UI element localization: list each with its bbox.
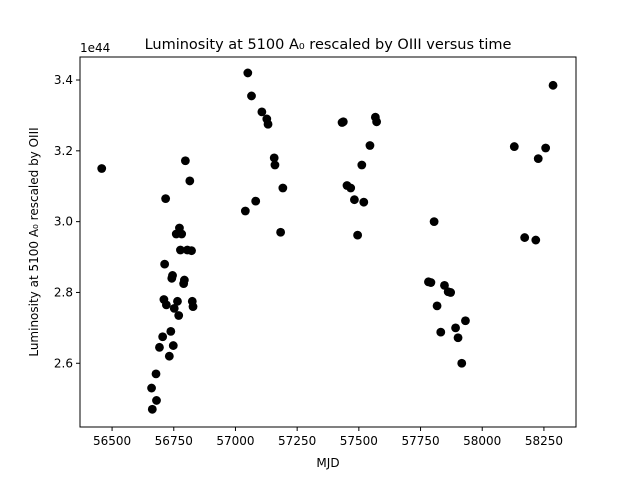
data-point <box>147 383 156 393</box>
data-point <box>270 160 280 170</box>
data-point <box>147 404 157 414</box>
data-point <box>263 119 273 129</box>
data-point <box>243 68 253 78</box>
y-axis-offset-label: 1e44 <box>80 41 110 55</box>
data-point <box>541 143 551 153</box>
data-point <box>97 164 107 173</box>
y-tick-label: 2.8 <box>54 285 73 299</box>
data-point <box>372 117 382 127</box>
data-point <box>161 194 171 204</box>
chart-title: Luminosity at 5100 A₀ rescaled by OIII v… <box>145 37 512 53</box>
data-point <box>155 342 164 352</box>
data-point <box>158 332 168 342</box>
data-point <box>152 396 161 405</box>
data-point <box>461 316 470 326</box>
data-point <box>177 229 187 239</box>
data-point <box>168 341 178 350</box>
data-point <box>164 351 174 361</box>
data-point <box>174 311 184 320</box>
x-tick-label: 56750 <box>155 434 193 448</box>
data-point <box>161 300 171 310</box>
x-tick-label: 57750 <box>401 434 439 448</box>
y-tick-label: 2.6 <box>54 356 73 370</box>
data-point <box>531 235 541 245</box>
data-point <box>187 246 196 256</box>
data-point <box>276 227 286 237</box>
data-point <box>350 195 359 205</box>
x-axis: 56500 56750 57000 57250 57500 57750 58000 58250 <box>93 427 563 448</box>
x-tick-label: 58250 <box>525 434 563 448</box>
data-point <box>509 142 519 151</box>
y-tick-label: 3.2 <box>54 144 73 158</box>
data-point <box>436 327 446 337</box>
data-point <box>346 183 356 193</box>
data-point <box>160 259 170 269</box>
data-point <box>188 302 198 312</box>
data-point <box>353 230 363 240</box>
data-point <box>180 156 190 166</box>
data-point <box>247 91 256 101</box>
data-point <box>446 288 456 297</box>
data-point <box>166 327 176 336</box>
data-point <box>257 107 267 117</box>
data-point <box>533 154 543 164</box>
data-point <box>240 206 250 216</box>
data-point <box>151 369 161 379</box>
x-tick-label: 56500 <box>93 434 131 448</box>
data-point <box>453 333 463 343</box>
data-point <box>168 271 177 280</box>
data-point <box>429 217 439 227</box>
x-axis-label: MJD <box>316 456 339 470</box>
data-point <box>179 275 189 285</box>
x-tick-label: 57000 <box>216 434 254 448</box>
data-point <box>548 80 558 90</box>
x-tick-label: 57250 <box>278 434 316 448</box>
plot-frame <box>79 56 577 428</box>
data-point <box>169 303 179 313</box>
data-points <box>97 68 558 414</box>
data-point <box>457 358 467 368</box>
x-tick-label: 58000 <box>463 434 501 448</box>
data-point <box>176 245 185 255</box>
data-point <box>432 301 442 311</box>
y-tick-label: 3.4 <box>54 73 73 87</box>
data-point <box>357 160 367 170</box>
data-point <box>440 280 449 290</box>
data-point <box>269 153 279 163</box>
data-point <box>426 278 436 287</box>
data-point <box>520 233 530 242</box>
data-point <box>338 117 348 127</box>
y-axis: 2.6 2.8 3.0 3.2 3.4 <box>54 73 80 370</box>
data-point <box>365 141 375 150</box>
data-point <box>359 197 369 207</box>
data-point <box>451 323 460 333</box>
x-tick-label: 57500 <box>340 434 378 448</box>
data-point <box>251 196 261 206</box>
y-tick-label: 3.0 <box>54 215 73 229</box>
data-point <box>278 183 288 193</box>
data-point <box>185 176 195 186</box>
y-axis-label: Luminosity at 5100 A₀ rescaled by OIII <box>27 127 41 356</box>
data-point <box>173 296 182 306</box>
